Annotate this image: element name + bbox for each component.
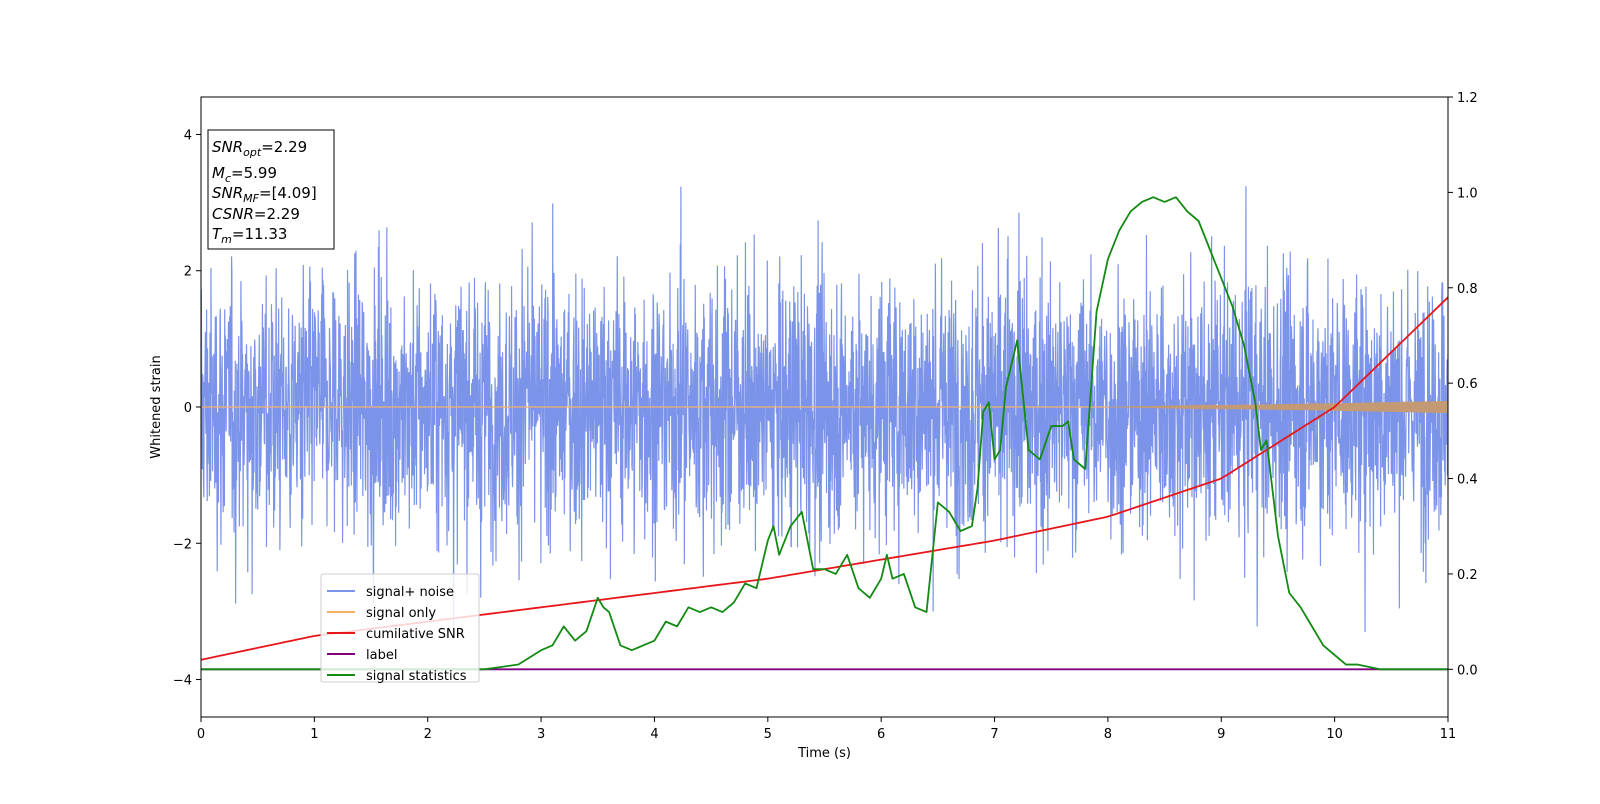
series-line-2 xyxy=(201,196,1448,671)
x-tick-label: 4 xyxy=(650,727,658,742)
y-left-tick-label: −2 xyxy=(173,537,192,552)
x-tick-label: 3 xyxy=(537,727,545,742)
series-signal-only xyxy=(201,400,1448,415)
legend-frame xyxy=(320,573,480,683)
y-left-tick-label: 4 xyxy=(184,128,192,143)
x-tick-label: 9 xyxy=(1217,727,1225,742)
legend-label: cumilative SNR xyxy=(366,627,465,642)
info-snr-mf: SNRMF=[4.09] xyxy=(212,184,317,205)
y-right-tick-label: 0.6 xyxy=(1457,377,1478,392)
x-tick-label: 11 xyxy=(1440,727,1457,742)
y-axis-title: Whitened strain xyxy=(149,355,164,458)
info-box: SNRopt=2.29 Mc=5.99 SNRMF=[4.09] CSNR=2.… xyxy=(207,129,335,250)
x-tick-label: 2 xyxy=(424,727,432,742)
info-box-frame xyxy=(207,129,335,250)
x-axis-title: Time (s) xyxy=(797,746,851,761)
info-csnr: CSNR=2.29 xyxy=(212,205,300,223)
series-signal-noise xyxy=(201,186,1448,632)
y-left-tick-label: 0 xyxy=(184,401,192,416)
y-left-tick-label: 2 xyxy=(184,265,192,280)
legend: signal+ noise signal only cumilative SNR la… xyxy=(320,573,480,684)
y-right-tick-label: 0.8 xyxy=(1457,282,1478,297)
legend-label: label xyxy=(366,648,397,663)
legend-label: signal statistics xyxy=(366,669,467,684)
info-snr-opt: SNRopt=2.29 xyxy=(212,138,307,159)
info-mc: Mc=5.99 xyxy=(212,164,277,185)
x-tick-label: 7 xyxy=(990,727,998,742)
x-tick-label: 0 xyxy=(197,727,205,742)
x-tick-label: 1 xyxy=(310,727,318,742)
info-tm: Tm=11.33 xyxy=(212,225,287,246)
legend-label: signal only xyxy=(366,606,436,621)
y-right-tick-label: 0.4 xyxy=(1457,473,1478,488)
x-tick-label: 10 xyxy=(1326,727,1343,742)
y-right-tick-label: 1.0 xyxy=(1457,186,1478,201)
x-tick-label: 8 xyxy=(1104,727,1112,742)
x-tick-label: 5 xyxy=(764,727,772,742)
y-right-tick-label: 1.2 xyxy=(1457,91,1478,106)
y-left-tick-label: −4 xyxy=(173,674,192,689)
signal-noise-line xyxy=(201,186,1448,632)
legend-label: signal+ noise xyxy=(366,585,454,600)
x-tick-label: 6 xyxy=(877,727,885,742)
axes: 0 1 2 3 4 5 6 7 8 9 10 11 −4 −2 0 2 4 0.0 0.2 0.4 0.6 0.8 1.0 1… xyxy=(149,91,1478,761)
y-right-tick-label: 0.0 xyxy=(1457,663,1478,678)
y-right-tick-label: 0.2 xyxy=(1457,568,1478,583)
signal-only-chirp xyxy=(1107,400,1448,415)
